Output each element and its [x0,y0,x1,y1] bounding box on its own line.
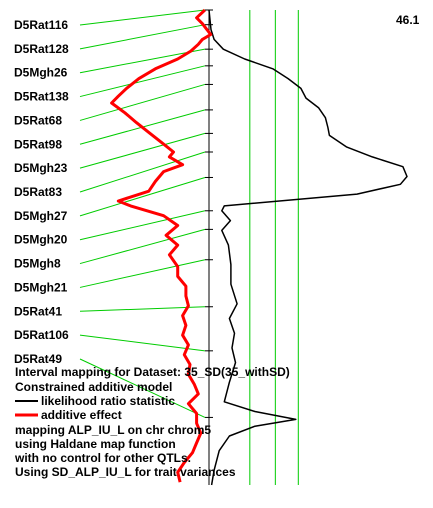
marker-labels: D5Rat116 D5Rat128 D5Mgh26 D5Rat138 D5Rat68 D5… [14,18,69,366]
legend: Interval mapping for Dataset: 35_SD(35_w… [14,365,290,479]
legend-map-function: using Haldane map function [15,437,176,451]
series-lines [110,8,408,486]
connector-d5rat49 [79,358,206,418]
marker-label-d5rat49: D5Rat49 [14,352,62,366]
connector-d5mgh20 [79,210,206,241]
legend-model: Constrained additive model [15,380,172,394]
additive-effect-line [110,8,213,483]
lrs-max-value: 46.1 [396,13,420,27]
connector-d5mgh27 [79,176,206,217]
marker-label-d5rat41: D5Rat41 [14,304,62,318]
lrs-line [208,9,408,486]
connector-d5rat128 [79,24,206,50]
legend-lrs-label: likelihood ratio statistic [41,394,175,408]
marker-label-d5rat106: D5Rat106 [14,328,69,342]
connector-d5mgh21 [79,259,206,288]
marker-label-d5mgh23: D5Mgh23 [14,161,68,175]
marker-label-d5mgh21: D5Mgh21 [14,280,68,294]
connector-d5mgh8 [79,228,206,265]
marker-label-d5rat116: D5Rat116 [14,18,68,32]
connector-d5mgh26 [79,48,206,74]
marker-label-d5mgh27: D5Mgh27 [14,209,68,223]
connector-d5rat106 [79,334,206,352]
marker-connectors [79,9,206,418]
connector-d5rat41 [79,306,206,312]
marker-label-d5mgh26: D5Mgh26 [14,66,68,80]
connector-d5rat138 [79,65,206,98]
marker-label-d5rat98: D5Rat98 [14,137,62,151]
legend-title: Interval mapping for Dataset: 35_SD(35_w… [15,365,290,379]
connector-d5rat83 [79,151,206,193]
connector-d5rat116 [79,9,206,26]
marker-label-d5rat138: D5Rat138 [14,90,69,104]
marker-label-d5mgh20: D5Mgh20 [14,233,68,247]
legend-effect-label: additive effect [41,408,122,422]
connector-d5rat68 [79,83,206,121]
marker-label-d5rat83: D5Rat83 [14,185,62,199]
legend-variances: Using SD_ALP_IU_L for trait variances [15,465,236,479]
marker-label-d5rat68: D5Rat68 [14,113,62,127]
marker-label-d5rat128: D5Rat128 [14,42,69,56]
connector-d5mgh23 [79,132,206,169]
threshold-lines [249,10,299,485]
legend-control: with no control for other QTLs. [14,451,191,465]
chromosome-axis [205,9,213,485]
legend-mapping: mapping ALP_IU_L on chr chrom5 [15,423,211,437]
marker-label-d5mgh8: D5Mgh8 [14,257,61,271]
